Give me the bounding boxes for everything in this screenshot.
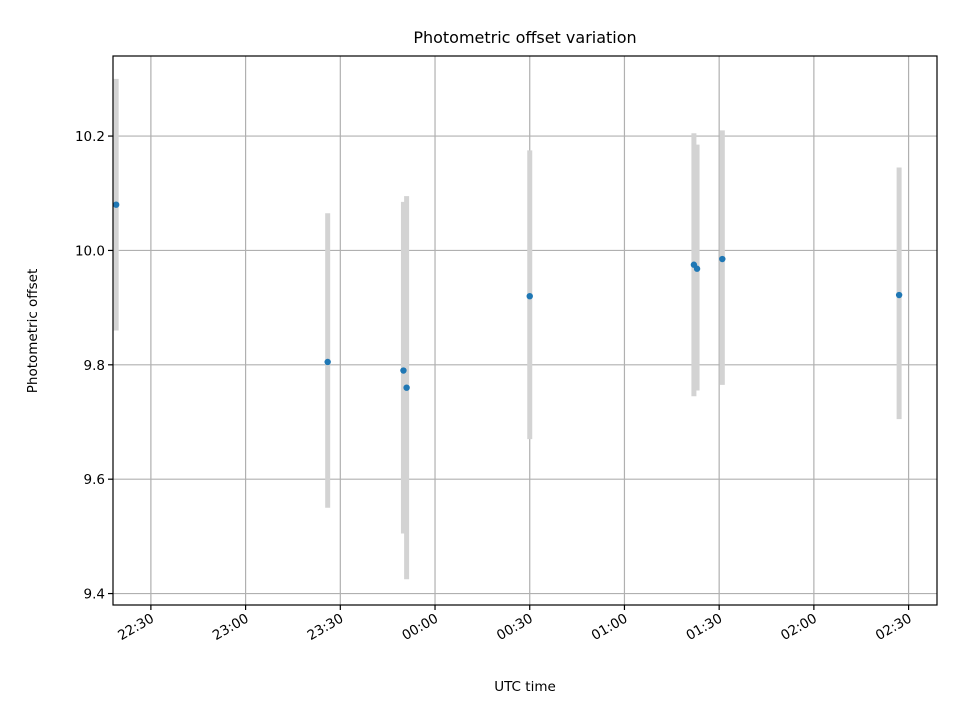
y-tick-label: 9.4 xyxy=(84,587,105,603)
x-tick-label: 22:30 xyxy=(115,611,157,644)
data-point xyxy=(895,291,903,299)
y-axis-ticks: 9.4 9.6 9.8 10.0 10.2 xyxy=(75,129,113,603)
x-tick-label: 23:30 xyxy=(305,611,347,644)
data-point xyxy=(526,292,533,300)
data-point xyxy=(112,201,120,208)
y-axis-label: Photometric offset xyxy=(25,269,41,393)
x-tick-label: 00:30 xyxy=(494,611,536,644)
chart-title: Photometric offset variation xyxy=(413,28,636,47)
x-axis-ticks: 22:30 23:00 23:30 00:00 00:30 01:00 01:30 02:00… xyxy=(115,605,915,644)
x-tick-label: 23:00 xyxy=(210,611,252,644)
x-tick-label: 02:00 xyxy=(778,611,820,644)
plot-frame xyxy=(112,55,938,606)
grid-lines xyxy=(113,56,937,605)
y-tick-label: 9.8 xyxy=(84,358,105,374)
x-tick-label: 01:00 xyxy=(589,611,631,644)
data-point xyxy=(324,358,331,366)
data-point xyxy=(400,367,407,374)
error-bars xyxy=(113,78,902,580)
x-tick-label: 01:30 xyxy=(683,611,725,644)
x-tick-label: 00:00 xyxy=(399,611,441,644)
y-tick-label: 10.0 xyxy=(75,243,105,259)
y-tick-label: 10.2 xyxy=(75,129,105,145)
data-point xyxy=(693,265,701,272)
data-point xyxy=(403,384,410,391)
x-tick-label: 02:30 xyxy=(873,611,915,644)
data-points xyxy=(112,201,903,391)
x-axis-label: UTC time xyxy=(494,679,556,695)
y-tick-label: 9.6 xyxy=(84,472,105,488)
data-point xyxy=(719,255,726,263)
